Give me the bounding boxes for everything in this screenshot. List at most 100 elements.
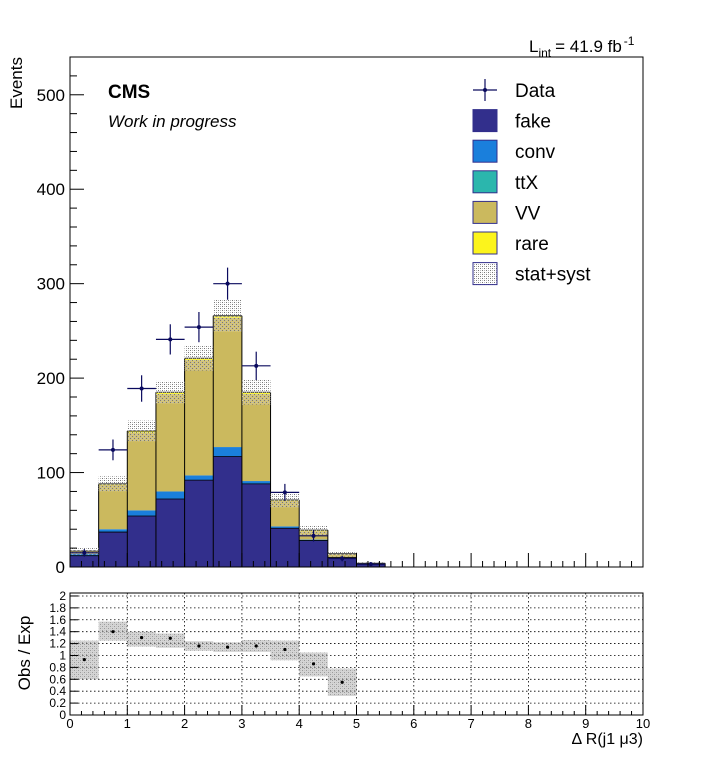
bar-conv-bin-4 bbox=[184, 475, 214, 481]
legend-label-data: Data bbox=[515, 81, 556, 102]
legend-label-conv: conv bbox=[515, 142, 556, 163]
legend-swatch-rare bbox=[472, 231, 498, 255]
ratio-y-tick-label-1: 1 bbox=[59, 648, 66, 662]
ratio-band-hatch-bin-3 bbox=[155, 633, 185, 648]
ratio-y-tick-label-2: 2 bbox=[59, 589, 66, 603]
ratio-y-tick-label-1.6: 1.6 bbox=[49, 613, 66, 627]
ratio-point-bin-6 bbox=[254, 644, 258, 648]
ratio-y-tick-label-0.6: 0.6 bbox=[49, 672, 66, 686]
bar-conv-bin-3 bbox=[155, 491, 185, 499]
legend-label-VV: VV bbox=[515, 203, 541, 224]
bar-conv-bin-6 bbox=[241, 481, 271, 484]
ratio-point-bin-2 bbox=[140, 636, 144, 640]
bar-VV-bin-2 bbox=[127, 432, 156, 511]
legend-label-ttX: ttX bbox=[515, 173, 539, 194]
legend-swatch-VV bbox=[472, 200, 498, 224]
ratio-y-tick-label-1.2: 1.2 bbox=[49, 637, 66, 651]
data-point-bin-7 bbox=[270, 483, 300, 501]
ratio-point-bin-0 bbox=[82, 658, 86, 662]
band-bin-6 bbox=[241, 380, 271, 405]
band-bin-2 bbox=[127, 420, 156, 442]
main-data-points bbox=[70, 267, 386, 567]
main-y-tick-label-500: 500 bbox=[37, 86, 65, 105]
lumi-subscript: int bbox=[538, 46, 551, 60]
bar-fake-bin-2 bbox=[127, 516, 156, 567]
ratio-x-tick-label-0: 0 bbox=[66, 716, 73, 731]
main-y-tick-label-300: 300 bbox=[37, 275, 65, 294]
ratio-x-tick-label-1: 1 bbox=[124, 716, 131, 731]
ratio-x-tick-label-6: 6 bbox=[410, 716, 417, 731]
data-marker-bin-5 bbox=[225, 281, 230, 286]
band-bin-9 bbox=[327, 550, 357, 557]
ratio-x-tick-label-8: 8 bbox=[525, 716, 532, 731]
legend: Data fake conv ttX VV rare stat+syst bbox=[472, 79, 591, 286]
ratio-point-bin-5 bbox=[225, 645, 230, 649]
ratio-point-bin-4 bbox=[197, 644, 201, 648]
data-point-bin-5 bbox=[213, 267, 242, 300]
bar-VV-bin-6 bbox=[241, 394, 271, 482]
data-point-bin-0 bbox=[70, 549, 99, 557]
legend-data-marker bbox=[483, 88, 487, 92]
data-point-bin-9 bbox=[327, 555, 357, 562]
bar-fake-bin-4 bbox=[184, 480, 214, 567]
bar-conv-bin-5 bbox=[213, 447, 242, 457]
data-point-bin-3 bbox=[155, 324, 185, 355]
main-y-tick-label-200: 200 bbox=[37, 369, 65, 388]
bar-fake-bin-9 bbox=[327, 557, 357, 567]
data-point-bin-10 bbox=[356, 562, 386, 567]
main-y-tick-label-100: 100 bbox=[37, 464, 65, 483]
main-axes: 0 100 200 300 400 500 bbox=[37, 56, 644, 577]
legend-swatch-ttX bbox=[472, 170, 498, 194]
ratio-x-tick-label-5: 5 bbox=[353, 716, 360, 731]
bar-fake-bin-7 bbox=[270, 528, 300, 567]
legend-swatch-conv bbox=[472, 139, 498, 163]
legend-entry-rare: rare bbox=[472, 231, 549, 255]
work-in-progress-label: Work in progress bbox=[108, 112, 237, 131]
cms-label: CMS bbox=[108, 82, 150, 103]
legend-entry-data: Data bbox=[473, 79, 556, 102]
ratio-points bbox=[82, 630, 344, 684]
bar-VV-bin-1 bbox=[98, 484, 128, 530]
band-bin-4 bbox=[184, 346, 214, 371]
ratio-y-tick-label-1.8: 1.8 bbox=[49, 601, 66, 615]
ratio-x-tick-label-2: 2 bbox=[181, 716, 188, 731]
legend-swatch-band bbox=[472, 262, 498, 286]
data-point-bin-2 bbox=[127, 375, 156, 402]
ratio-y-tick-label-1.4: 1.4 bbox=[49, 625, 66, 639]
ratio-x-tick-label-4: 4 bbox=[296, 716, 303, 731]
ratio-x-tick-label-3: 3 bbox=[238, 716, 245, 731]
ratio-x-tick-label-10: 10 bbox=[636, 716, 650, 731]
main-y-tick-label-400: 400 bbox=[37, 180, 65, 199]
band-bin-3 bbox=[155, 380, 185, 404]
bar-fake-bin-6 bbox=[241, 483, 271, 567]
ratio-y-tick-label-0: 0 bbox=[59, 708, 66, 722]
ratio-y-tick-label-0.4: 0.4 bbox=[49, 684, 66, 698]
data-marker-bin-2 bbox=[139, 386, 144, 391]
lumi-symbol: L bbox=[529, 37, 538, 56]
legend-label-band: stat+syst bbox=[515, 265, 591, 286]
legend-entry-VV: VV bbox=[472, 200, 541, 224]
data-marker-bin-10 bbox=[368, 562, 373, 567]
data-marker-bin-9 bbox=[340, 556, 345, 561]
data-point-bin-6 bbox=[241, 351, 271, 380]
ratio-point-bin-7 bbox=[283, 647, 287, 652]
bar-conv-bin-2 bbox=[127, 510, 156, 516]
legend-entry-band: stat+syst bbox=[472, 262, 591, 286]
legend-entry-fake: fake bbox=[472, 109, 551, 133]
band-bin-1 bbox=[98, 476, 128, 492]
bar-conv-bin-1 bbox=[98, 529, 128, 533]
lumi-label: Lint = 41.9 fb -1 bbox=[529, 34, 635, 60]
band-bin-5 bbox=[213, 299, 242, 332]
legend-entry-conv: conv bbox=[472, 139, 556, 163]
data-marker-bin-6 bbox=[254, 363, 259, 368]
data-point-bin-1 bbox=[98, 439, 128, 461]
data-marker-bin-0 bbox=[82, 550, 87, 555]
data-marker-bin-4 bbox=[196, 325, 201, 330]
data-marker-bin-7 bbox=[282, 490, 287, 495]
ratio-x-tick-label-9: 9 bbox=[582, 716, 589, 731]
main-uncertainty-band bbox=[70, 299, 386, 565]
ratio-y-axis-label: Obs / Exp bbox=[15, 616, 34, 691]
data-point-bin-4 bbox=[184, 312, 214, 343]
data-marker-bin-8 bbox=[311, 533, 316, 538]
